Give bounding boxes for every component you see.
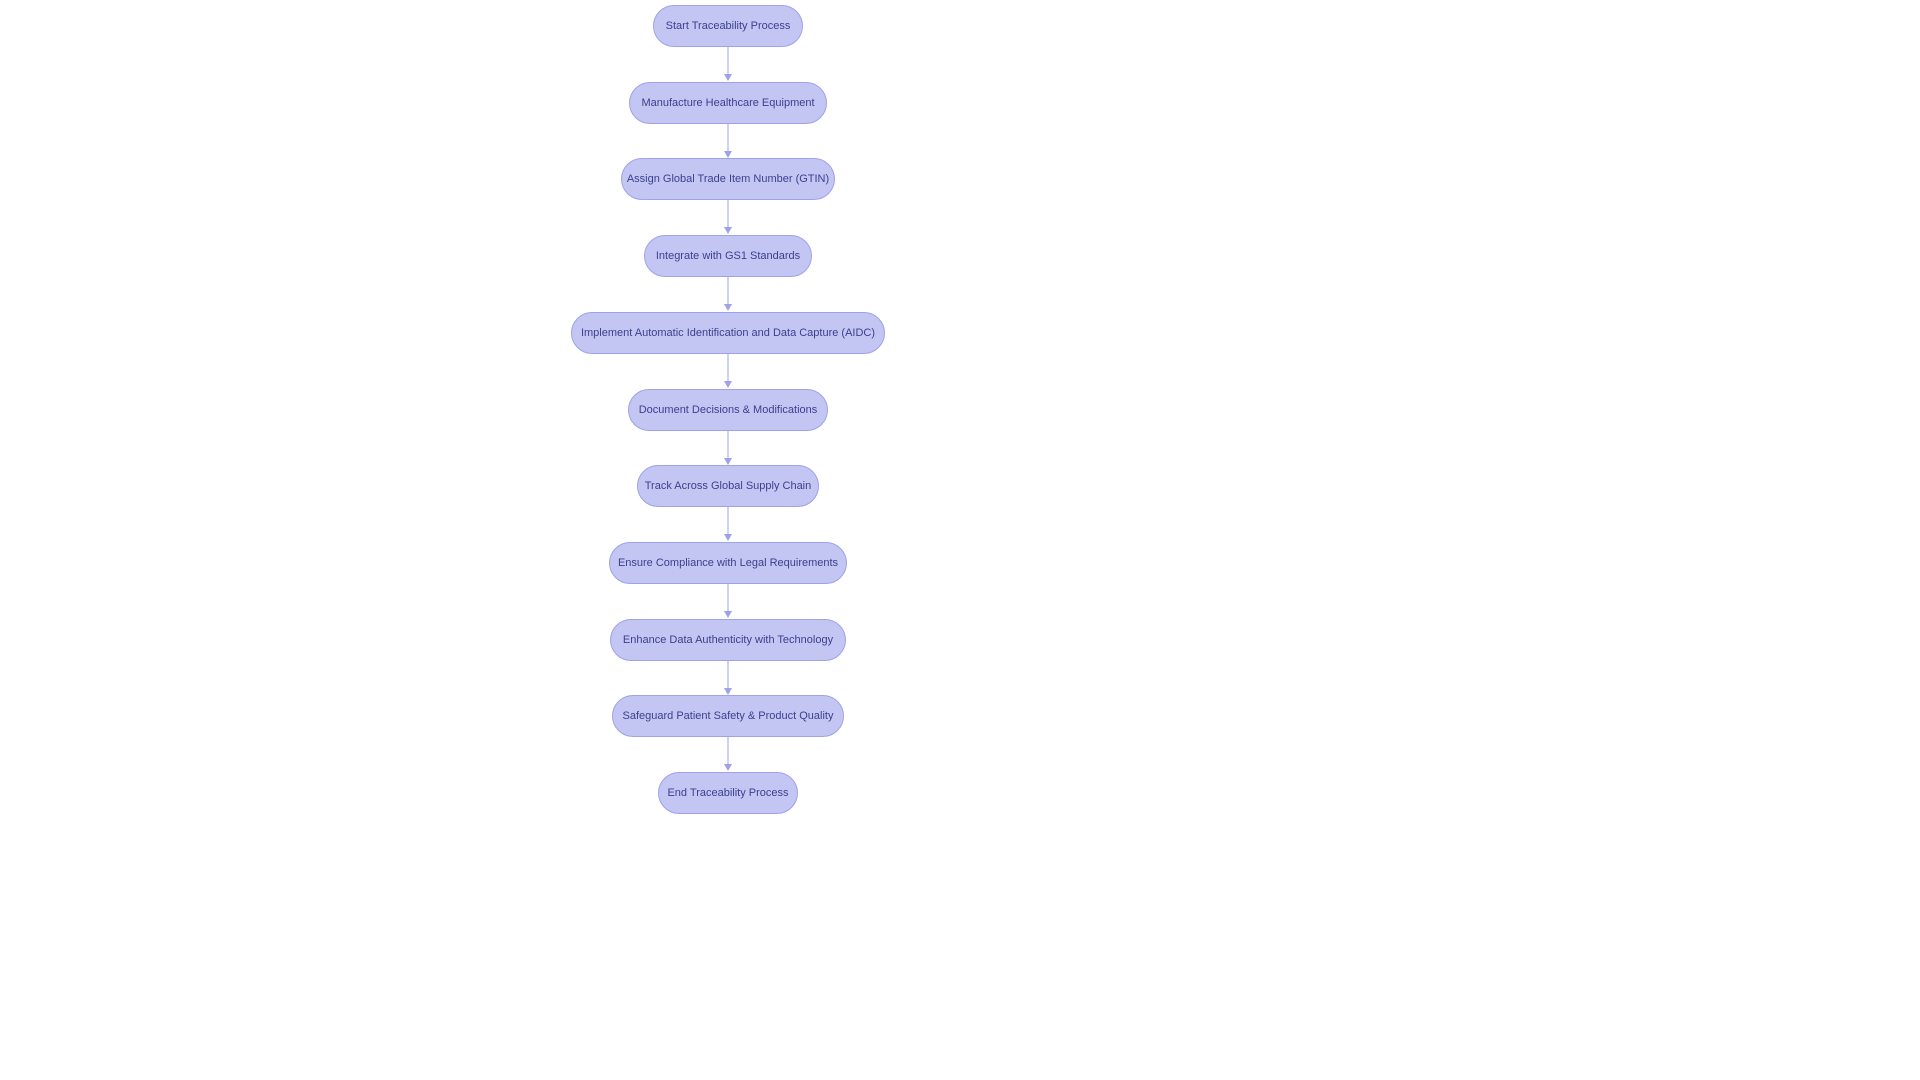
flowchart-node-document: Document Decisions & Modifications (628, 389, 828, 431)
node-label: Document Decisions & Modifications (639, 404, 818, 416)
flowchart-canvas: Start Traceability Process Manufacture H… (0, 0, 1920, 1080)
flowchart-node-manufacture: Manufacture Healthcare Equipment (629, 82, 827, 124)
flowchart-node-aidc: Implement Automatic Identification and D… (571, 312, 885, 354)
flowchart-node-safeguard: Safeguard Patient Safety & Product Quali… (612, 695, 844, 737)
node-label: Implement Automatic Identification and D… (581, 327, 875, 339)
flowchart-node-gtin: Assign Global Trade Item Number (GTIN) (621, 158, 835, 200)
node-label: Manufacture Healthcare Equipment (641, 97, 814, 109)
node-label: Integrate with GS1 Standards (656, 250, 800, 262)
node-label: Safeguard Patient Safety & Product Quali… (623, 710, 834, 722)
node-label: Start Traceability Process (666, 20, 791, 32)
flowchart-node-track: Track Across Global Supply Chain (637, 465, 819, 507)
flowchart-node-start: Start Traceability Process (653, 5, 803, 47)
node-label: Assign Global Trade Item Number (GTIN) (627, 173, 829, 185)
node-label: Ensure Compliance with Legal Requirement… (618, 557, 838, 569)
node-label: Track Across Global Supply Chain (645, 480, 812, 492)
flowchart-node-authenticity: Enhance Data Authenticity with Technolog… (610, 619, 846, 661)
flowchart-node-end: End Traceability Process (658, 772, 798, 814)
node-label: Enhance Data Authenticity with Technolog… (623, 634, 833, 646)
node-label: End Traceability Process (667, 787, 788, 799)
flowchart-node-gs1: Integrate with GS1 Standards (644, 235, 812, 277)
flowchart-node-compliance: Ensure Compliance with Legal Requirement… (609, 542, 847, 584)
